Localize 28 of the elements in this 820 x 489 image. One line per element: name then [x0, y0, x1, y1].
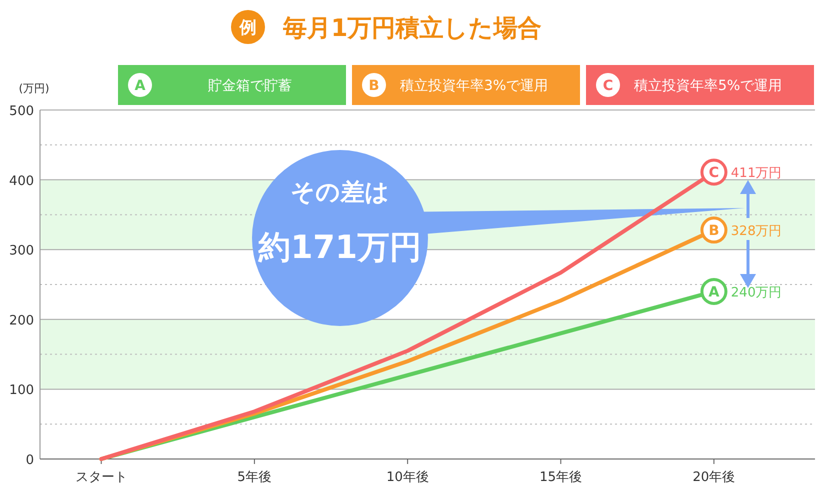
- x-tick-label: スタート: [75, 470, 128, 485]
- x-tick-label: 20年後: [692, 470, 736, 485]
- x-tick-label: 10年後: [386, 470, 429, 485]
- annotation: B: [708, 223, 720, 240]
- data-label: 240万円: [730, 285, 782, 300]
- annotation: C: [708, 165, 720, 182]
- text: 積立投資年率5%で運用: [634, 78, 782, 94]
- annotation: A: [708, 284, 720, 300]
- annotation: 約171万円: [258, 228, 422, 266]
- y-axis-title: (万円): [18, 82, 50, 95]
- text: 積立投資年率3%で運用: [400, 78, 548, 94]
- y-tick-label: 500: [9, 104, 34, 119]
- x-tick-label: 5年後: [237, 470, 272, 485]
- y-tick-label: 300: [9, 244, 34, 259]
- y-tick-label: 100: [9, 383, 34, 398]
- y-tick-label: 400: [9, 174, 34, 189]
- text: A: [134, 78, 146, 94]
- text: C: [602, 78, 614, 94]
- data-label: 411万円: [730, 166, 782, 182]
- y-tick-label: 0: [26, 453, 34, 468]
- text: 例: [238, 18, 256, 38]
- data-label: 328万円: [730, 224, 782, 240]
- chart-title: 毎月1万円積立した場合: [282, 14, 542, 42]
- text: 貯金箱で貯蓄: [208, 78, 292, 94]
- x-tick-label: 15年後: [539, 470, 582, 485]
- y-tick-label: 200: [9, 313, 34, 328]
- annotation: その差は: [290, 178, 390, 206]
- text: B: [368, 78, 380, 94]
